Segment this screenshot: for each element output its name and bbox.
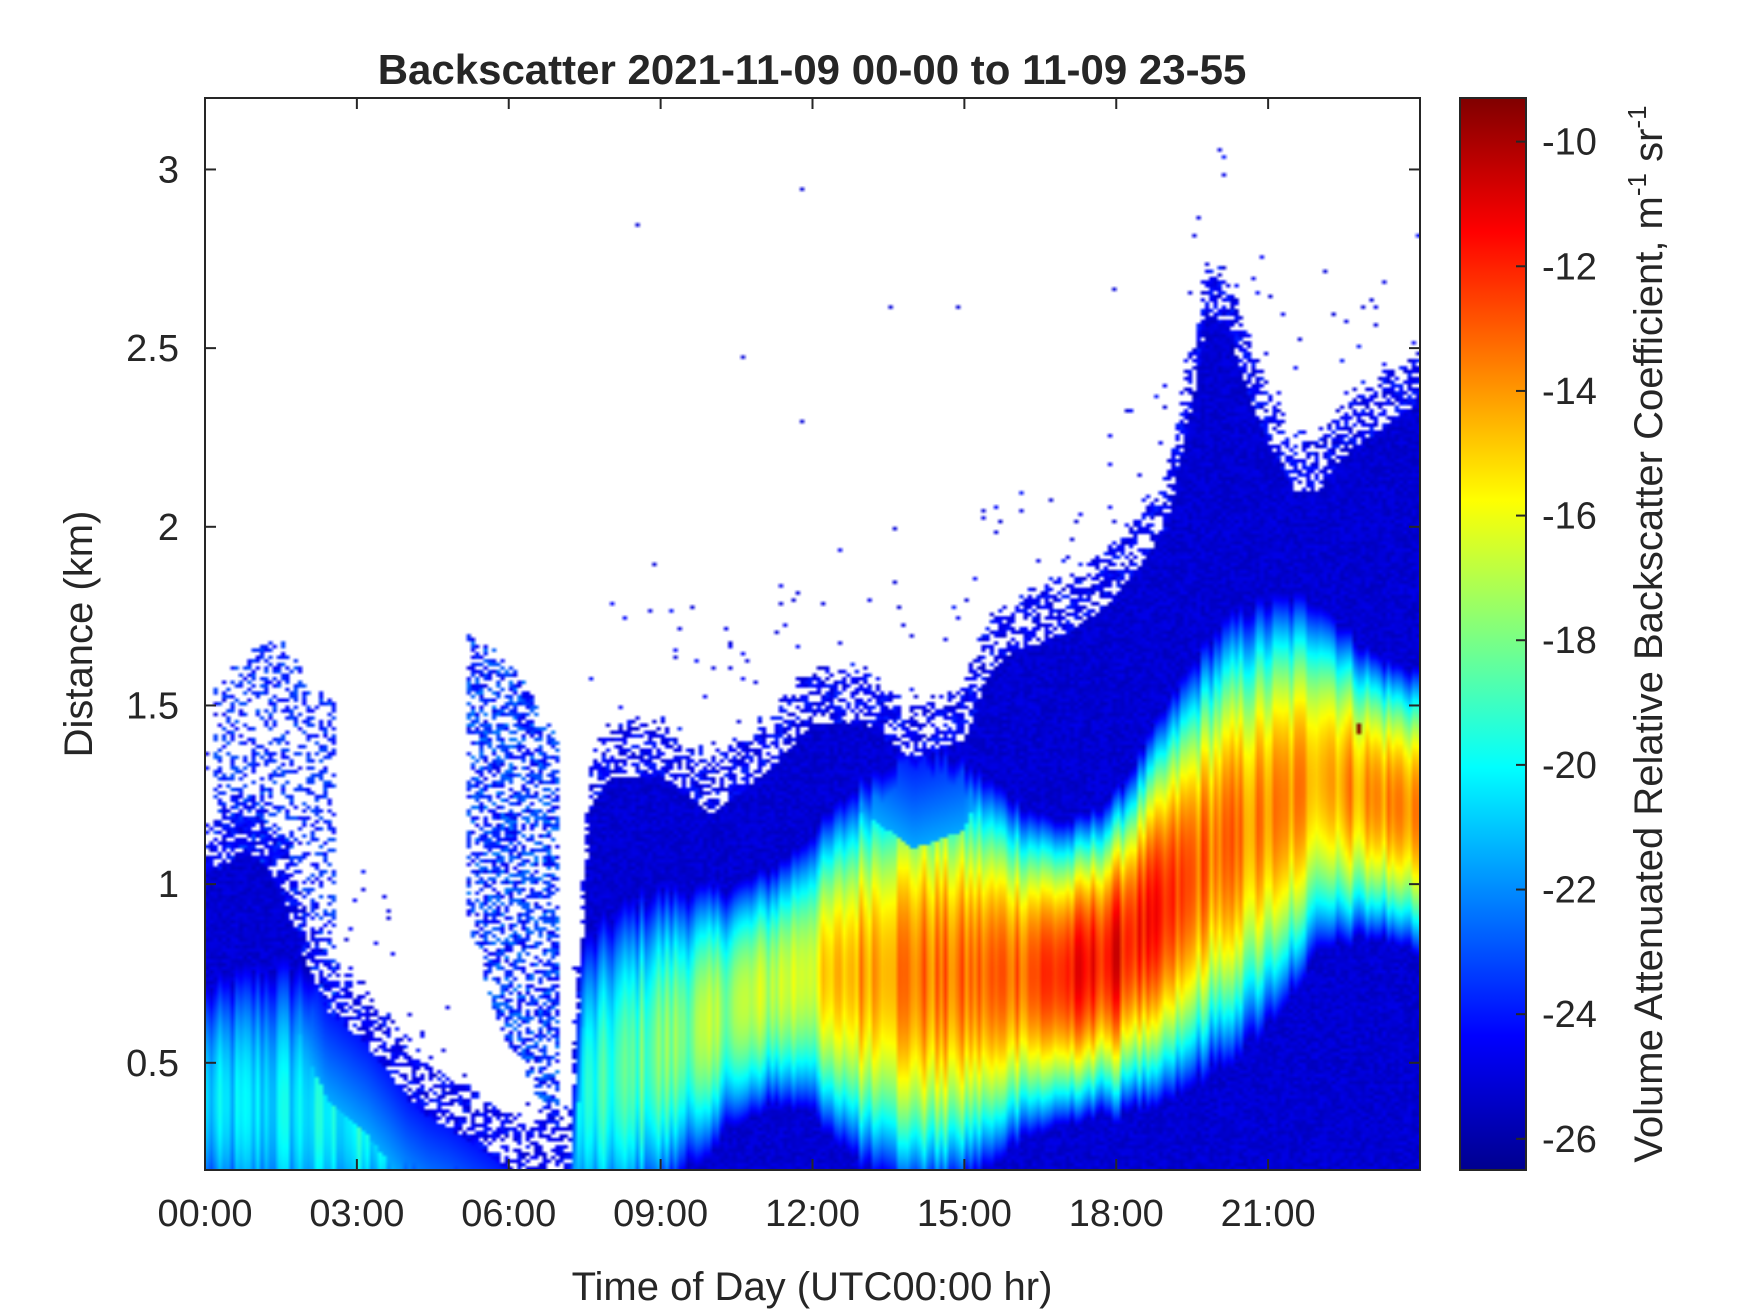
y-tick-label-0: 0.5 (126, 1043, 179, 1085)
chart-title: Backscatter 2021-11-09 00-00 to 11-09 23… (378, 46, 1247, 93)
heatmap (205, 98, 1420, 1170)
x-tick-label-2: 06:00 (461, 1193, 556, 1235)
colorbar-axis: -26 -24 -22 -20 -18 -16 -14 -12 -10 (1516, 122, 1597, 1161)
colorbar-label-exp2: -1 (1622, 105, 1652, 128)
x-axis-label: Time of Day (UTC00:00 hr) (572, 1265, 1053, 1309)
colorbar-tick-label-5: -16 (1542, 496, 1597, 538)
y-axis-label: Distance (km) (57, 511, 101, 758)
colorbar-tick-label-7: -12 (1542, 246, 1597, 288)
colorbar-tick-label-1: -24 (1542, 994, 1597, 1036)
x-tick-label-3: 09:00 (613, 1193, 708, 1235)
x-tick-label-1: 03:00 (309, 1193, 404, 1235)
colorbar-tick-label-2: -22 (1542, 870, 1597, 912)
x-axis: 00:00 03:00 06:00 09:00 12:00 15:00 18:00 21:00 (157, 98, 1316, 1235)
y-axis: 0.5 1 1.5 2 2.5 3 (126, 149, 1420, 1085)
colorbar-label-sr: sr (1627, 129, 1671, 173)
y-tick-label-3: 2 (158, 507, 179, 549)
colorbar-tick-label-8: -10 (1542, 122, 1597, 164)
y-tick-label-5: 3 (158, 149, 179, 191)
x-tick-label-6: 18:00 (1069, 1193, 1164, 1235)
x-tick-label-0: 00:00 (157, 1193, 252, 1235)
heatmap-raster (205, 98, 1420, 1170)
x-tick-label-5: 15:00 (917, 1193, 1012, 1235)
colorbar-tick-label-4: -18 (1542, 620, 1597, 662)
colorbar-tick-label-6: -14 (1542, 371, 1597, 413)
y-tick-label-4: 2.5 (126, 328, 179, 370)
x-tick-label-4: 12:00 (765, 1193, 860, 1235)
x-tick-label-7: 21:00 (1221, 1193, 1316, 1235)
colorbar-tick-label-3: -20 (1542, 745, 1597, 787)
colorbar-tick-label-0: -26 (1542, 1119, 1597, 1161)
colorbar-label-exp1: -1 (1622, 173, 1652, 196)
y-tick-label-1: 1 (158, 864, 179, 906)
colorbar (1459, 97, 1527, 1171)
colorbar-label: Volume Attenuated Relative Backscatter C… (1622, 105, 1671, 1162)
colorbar-label-main: Volume Attenuated Relative Backscatter C… (1627, 196, 1671, 1162)
y-tick-label-2: 1.5 (126, 685, 179, 727)
